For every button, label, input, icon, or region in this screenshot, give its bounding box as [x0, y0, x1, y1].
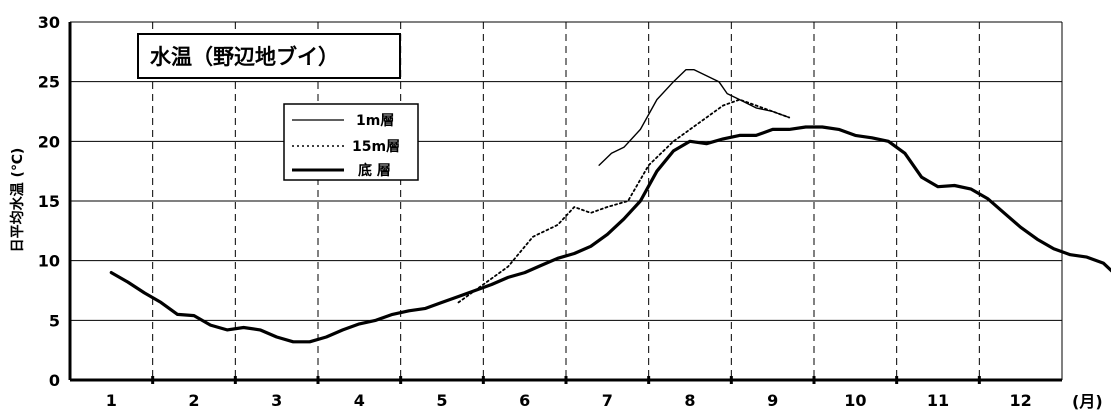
y-tick-label: 5: [49, 311, 60, 330]
chart-title-box: 水温（野辺地ブイ）: [137, 33, 401, 79]
legend-label-bottom: 底 層: [358, 162, 391, 179]
x-tick-label: 11: [927, 391, 949, 410]
gridlines: [70, 21, 1062, 380]
x-axis-unit: (月): [1072, 392, 1103, 411]
x-tick-label: 4: [354, 391, 365, 410]
y-tick-label: 0: [49, 371, 60, 390]
y-tick-label: 25: [38, 73, 60, 92]
x-tick-label: 12: [1010, 391, 1032, 410]
series-layer: [109, 69, 1111, 344]
y-tick-label: 20: [38, 132, 60, 151]
x-tick-label: 10: [844, 391, 866, 410]
x-tick-label: 3: [271, 391, 282, 410]
series-line-0: [598, 69, 790, 166]
legend-label-15m: 15m層: [352, 139, 400, 155]
legend: 1m層 15m層 底 層: [283, 103, 419, 181]
y-tick-label: 15: [38, 192, 60, 211]
legend-label-1m: 1m層: [356, 113, 394, 129]
x-tick-label: 8: [684, 391, 695, 410]
chart-title-frame: [137, 33, 401, 79]
series-line-2: [109, 125, 1111, 344]
y-tick-label: 10: [38, 252, 60, 271]
y-tick-label: 30: [38, 13, 60, 32]
x-tick-label: 1: [106, 391, 117, 410]
y-axis-label: 日平均水温 (℃): [9, 148, 26, 253]
x-tick-label: 7: [602, 391, 613, 410]
x-tick-label: 6: [519, 391, 530, 410]
legend-frame: [283, 103, 419, 181]
x-tick-label: 2: [188, 391, 199, 410]
x-tick-label: 5: [436, 391, 447, 410]
x-tick-label: 9: [767, 391, 778, 410]
chart-title: 水温（野辺地ブイ）: [150, 45, 339, 69]
